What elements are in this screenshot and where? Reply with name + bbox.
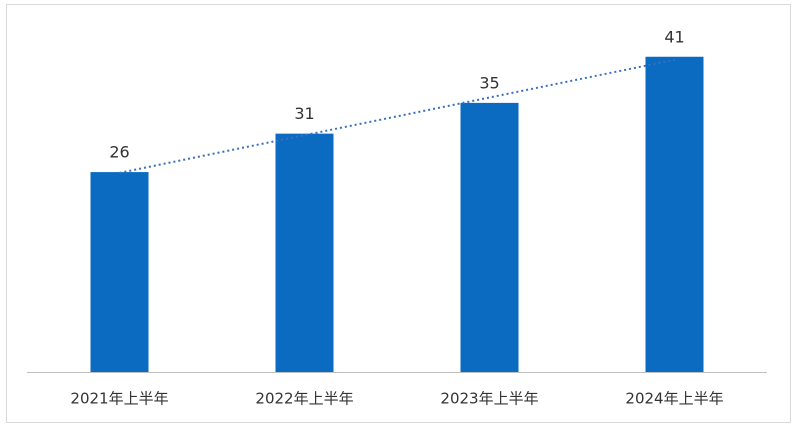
data-label: 31 (294, 104, 314, 123)
x-tick-label: 2023年上半年 (440, 390, 538, 408)
data-label: 41 (664, 27, 684, 46)
bar (275, 133, 334, 372)
trendline (119, 58, 675, 174)
bar (460, 102, 519, 372)
data-label: 35 (479, 73, 499, 92)
bar (90, 172, 149, 372)
data-label: 26 (109, 143, 129, 162)
x-tick-label: 2021年上半年 (70, 390, 168, 408)
x-tick-label: 2022年上半年 (255, 390, 353, 408)
bar (645, 56, 704, 372)
x-tick-label: 2024年上半年 (625, 390, 723, 408)
